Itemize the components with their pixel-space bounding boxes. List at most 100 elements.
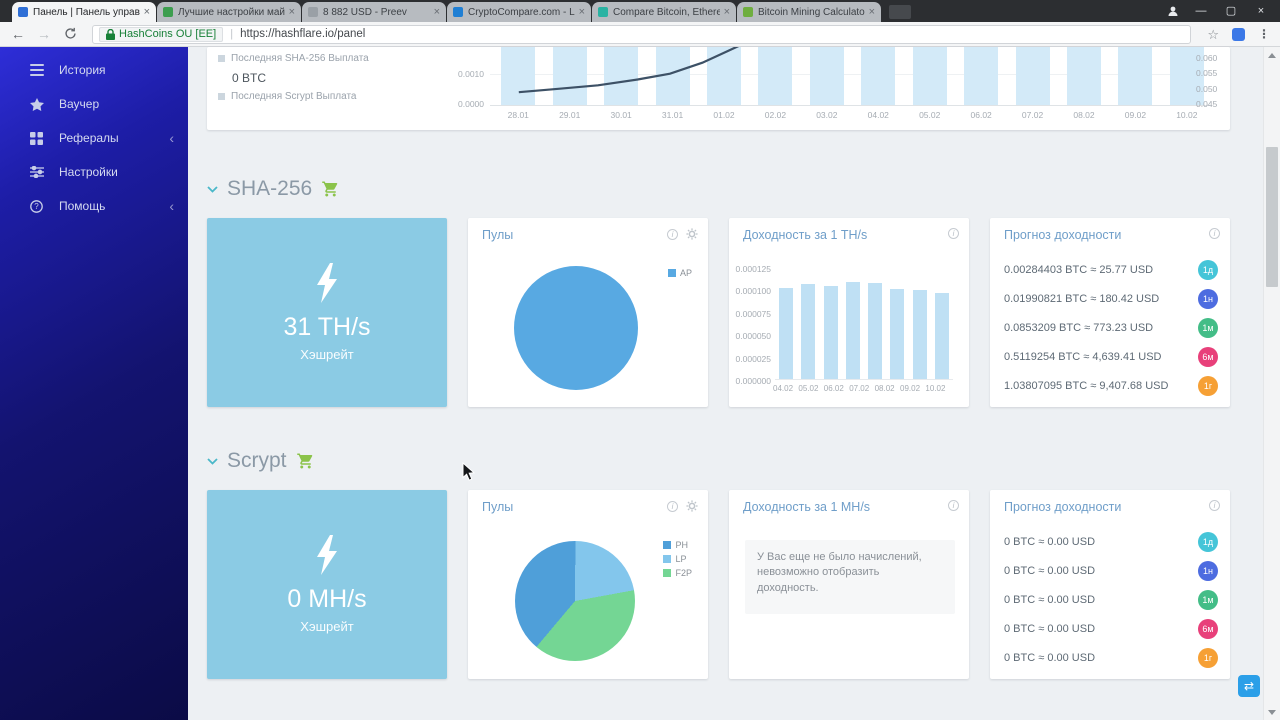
tab-close-icon[interactable]: × [578, 6, 585, 18]
cart-icon[interactable] [296, 452, 315, 470]
tab-close-icon[interactable]: × [288, 6, 295, 18]
y-axis-label: 0.000100 [735, 286, 771, 297]
tab-title: CryptoCompare.com - L... [468, 6, 575, 18]
sidebar-item-history[interactable]: История [0, 53, 188, 87]
sidebar-item-voucher[interactable]: Ваучер [0, 87, 188, 121]
sidebar-item-referrals[interactable]: Рефералы ‹ [0, 121, 188, 155]
info-icon[interactable]: i [948, 500, 959, 511]
card-title: Доходность за 1 MH/s [743, 500, 871, 514]
url-divider: | [230, 28, 234, 40]
card-title: Пулы [482, 500, 514, 514]
browser-tab[interactable]: Bitcoin Mining Calculato... × [737, 2, 881, 22]
window-controls: — ▢ × [1160, 0, 1276, 22]
lock-icon [106, 28, 115, 40]
tab-favicon-icon [453, 7, 463, 17]
tab-close-icon[interactable]: × [143, 6, 150, 18]
x-axis-label: 10.02 [925, 384, 946, 393]
forecast-amount: 0 BTC ≈ 0.00 USD [1004, 651, 1096, 664]
tab-strip: Панель | Панель управ... × Лучшие настройк… [0, 0, 1280, 22]
profile-icon[interactable] [1160, 5, 1186, 17]
info-icon[interactable]: i [948, 228, 959, 239]
browser-menu-icon[interactable]: ⋮ [1258, 27, 1270, 41]
refresh-button[interactable] [62, 27, 78, 42]
back-button[interactable]: ← [11, 26, 25, 42]
minimize-button[interactable]: — [1195, 5, 1207, 17]
x-axis-label: 02.02 [764, 110, 787, 120]
bullet-icon [218, 92, 225, 100]
info-icon[interactable]: i [1209, 228, 1220, 239]
sha256-cards-row: 31 TH/s Хэшрейт Пулы i AP Доходность за … [207, 218, 1230, 407]
svg-text:?: ? [34, 202, 39, 211]
extension-icon[interactable] [1232, 27, 1245, 41]
legend-item: PH [663, 540, 692, 550]
y-axis-label: 0.000075 [735, 308, 771, 319]
x-axis-label: 04.02 [773, 384, 794, 393]
profit-bar [934, 293, 949, 379]
x-axis-label: 07.02 [1021, 110, 1044, 120]
tab-favicon-icon [743, 7, 753, 17]
sidebar-item-settings[interactable]: Настройки [0, 155, 188, 189]
section-header-scrypt[interactable]: Scrypt [207, 446, 315, 476]
tab-close-icon[interactable]: × [433, 6, 440, 18]
y-axis-label: 0.0010 [458, 69, 484, 79]
browser-tab[interactable]: Панель | Панель управ... × [12, 2, 156, 22]
period-badge: 1г [1198, 375, 1218, 396]
scrollbar-down-button[interactable] [1264, 704, 1280, 720]
info-icon[interactable]: i [667, 500, 678, 512]
x-axis-label: 01.02 [713, 110, 735, 120]
history-bar [552, 47, 587, 105]
period-badge: 1н [1198, 561, 1218, 582]
sidebar-item-help[interactable]: ? Помощь ‹ [0, 189, 188, 223]
quick-switch-widget[interactable]: ⇄ [1238, 675, 1260, 697]
close-button[interactable]: × [1257, 5, 1265, 17]
payout-summary: Последняя SHA-256 Выплата 0 BTC Последня… [218, 51, 369, 103]
sidebar: История Ваучер Рефералы ‹ Настройки ? Помощь ‹ [0, 47, 188, 720]
history-bar [1015, 47, 1050, 105]
address-bar[interactable]: HashCoins OU [EE] | https://hashflare.io… [92, 24, 1192, 44]
info-icon[interactable]: i [1209, 500, 1220, 511]
browser-tab[interactable]: 8 882 USD - Preev × [302, 2, 446, 22]
forecast-amount: 1.03807095 BTC ≈ 9,407.68 USD [1004, 379, 1169, 392]
period-badge: 1д [1198, 260, 1218, 281]
browser-tab[interactable]: Compare Bitcoin, Ethere... × [592, 2, 736, 22]
browser-tab[interactable]: CryptoCompare.com - L... × [447, 2, 591, 22]
y-axis-label: 0.000000 [735, 376, 771, 386]
profit-bar [779, 287, 793, 379]
tab-favicon-icon [598, 7, 608, 17]
y-axis-label: 0.045 [1196, 98, 1218, 109]
gear-icon[interactable] [686, 500, 698, 512]
forecast-row: 0 BTC ≈ 0.00 USD 1д [990, 528, 1230, 557]
x-axis-label: 08.02 [1073, 110, 1095, 120]
history-bar [861, 47, 896, 105]
security-chip[interactable]: HashCoins OU [EE] [99, 26, 224, 42]
gear-icon[interactable] [686, 228, 698, 240]
forward-button[interactable]: → [37, 26, 51, 42]
cart-icon[interactable] [321, 180, 340, 198]
section-header-sha256[interactable]: SHA-256 [207, 174, 340, 204]
forecast-row: 0.01990821 BTC ≈ 180.42 USD 1н [990, 285, 1230, 314]
browser-tab[interactable]: Лучшие настройки май... × [157, 2, 301, 22]
history-bar [604, 47, 639, 105]
tab-close-icon[interactable]: × [868, 6, 875, 18]
scrypt-profitability-card: Доходность за 1 MH/s i У Вас еще не было… [729, 490, 969, 679]
referrals-icon [30, 131, 46, 145]
info-icon[interactable]: i [667, 228, 678, 240]
page-scrollbar[interactable] [1263, 47, 1280, 720]
profit-bar [845, 282, 860, 379]
x-axis-label: 08.02 [874, 384, 895, 393]
tab-close-icon[interactable]: × [723, 6, 730, 18]
forecast-amount: 0.00284403 BTC ≈ 25.77 USD [1004, 264, 1154, 277]
scrollbar-up-button[interactable] [1264, 47, 1280, 63]
profit-bar [823, 285, 838, 379]
bookmark-star-icon[interactable]: ☆ [1207, 26, 1219, 42]
maximize-button[interactable]: ▢ [1225, 5, 1237, 17]
legend-item: F2P [663, 568, 692, 578]
sidebar-item-label: Настройки [59, 165, 118, 179]
new-tab-button[interactable] [889, 5, 911, 19]
forecast-amount: 0.01990821 BTC ≈ 180.42 USD [1004, 293, 1160, 306]
forecast-amount: 0 BTC ≈ 0.00 USD [1004, 536, 1096, 549]
period-badge: 1м [1198, 317, 1218, 338]
section-title: Scrypt [227, 449, 287, 472]
scrollbar-thumb[interactable] [1266, 147, 1278, 287]
